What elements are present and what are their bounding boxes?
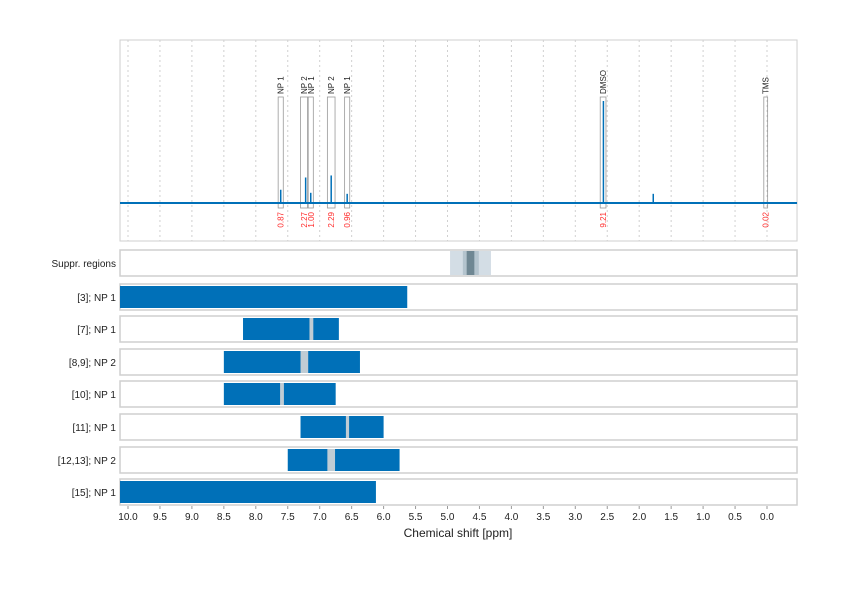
spectrum-panel: NP 1 0.87 NP 2 2.27 NP 1 1.00 NP 2 2.29 NP 1 0.96… (119, 39, 798, 242)
x-tick-label: 7.5 (281, 512, 295, 523)
row-label: [10]; NP 1 (72, 390, 117, 401)
region-bar (223, 351, 360, 373)
row-label: [15]; NP 1 (72, 488, 117, 499)
annotation-box (763, 96, 769, 209)
annotation-label: TMS (762, 77, 771, 94)
x-tick-label: 6.0 (377, 512, 391, 523)
annotation-label: NP 1 (343, 76, 352, 94)
annotation-box (599, 96, 607, 209)
annotation-box (277, 96, 284, 209)
row-panel (119, 380, 798, 408)
row-label: [12,13]; NP 2 (58, 456, 117, 467)
overlap-bar (345, 416, 350, 438)
integral-value: 2.27 (300, 211, 309, 227)
annotation-box (307, 96, 314, 209)
x-tick-label: 2.0 (632, 512, 646, 523)
region-bar (120, 286, 408, 308)
x-axis: 10.0 9.5 9.0 8.5 8.0 7.5 7.0 6.5 6.0 5.5 5.0 4.5 4.0… (118, 506, 774, 523)
x-tick-label: 6.5 (345, 512, 359, 523)
annotation-label: NP 1 (307, 76, 316, 94)
integral-value: 0.87 (277, 211, 286, 227)
annotation-label: DMSO (599, 70, 608, 94)
x-tick-label: 0.5 (728, 512, 742, 523)
row-label: [11]; NP 1 (72, 423, 116, 434)
integral-value: 0.02 (762, 211, 771, 227)
overlap-bar (280, 383, 284, 405)
row-label: [7]; NP 1 (77, 325, 116, 336)
annotation-label: NP 2 (300, 76, 309, 94)
annotation-box (300, 96, 308, 209)
integral-value: 2.29 (327, 211, 336, 227)
integral-value: 0.96 (343, 211, 352, 227)
x-tick-label: 4.0 (504, 512, 518, 523)
x-tick-label: 8.0 (249, 512, 263, 523)
spectrum-panel-frame (119, 39, 798, 242)
row-panel (119, 413, 798, 441)
x-tick-label: 9.0 (185, 512, 199, 523)
x-tick-label: 1.5 (664, 512, 678, 523)
region-bar (120, 481, 376, 503)
region-bar (300, 416, 384, 438)
overlap-bar (327, 449, 336, 471)
x-tick-label: 2.5 (600, 512, 614, 523)
region-rows: Suppr. regions [3]; NP 1 [7]; NP 1 [8,9]; N… (52, 249, 798, 506)
row-panel (119, 348, 798, 376)
x-tick-label: 8.5 (217, 512, 231, 523)
x-tick-label: 0.0 (760, 512, 774, 523)
x-tick-label: 3.5 (536, 512, 550, 523)
overlap-bar (300, 351, 309, 373)
annotation-label: NP 2 (327, 76, 336, 94)
region-bar (287, 449, 400, 471)
row-panel (119, 315, 798, 343)
row-label: [3]; NP 1 (77, 293, 116, 304)
row-label: [8,9]; NP 2 (69, 358, 117, 369)
region-bar (223, 383, 336, 405)
annotation-box (326, 96, 336, 209)
row-panel (119, 446, 798, 474)
x-tick-label: 1.0 (696, 512, 710, 523)
x-tick-label: 3.0 (568, 512, 582, 523)
row-label: Suppr. regions (52, 259, 117, 270)
integral-value: 1.00 (307, 211, 316, 227)
x-tick-label: 5.0 (441, 512, 455, 523)
x-tick-label: 4.5 (472, 512, 486, 523)
x-tick-label: 7.0 (313, 512, 327, 523)
region-bar (243, 318, 339, 340)
x-tick-label: 9.5 (153, 512, 167, 523)
annotation-box (344, 96, 351, 209)
annotation-label: NP 1 (277, 76, 286, 94)
x-axis-label: Chemical shift [ppm] (404, 526, 513, 540)
suppressed-region-core (466, 251, 475, 275)
x-tick-label: 10.0 (118, 512, 138, 523)
integral-value: 9.21 (599, 211, 608, 227)
x-tick-label: 5.5 (409, 512, 423, 523)
overlap-bar (309, 318, 314, 340)
